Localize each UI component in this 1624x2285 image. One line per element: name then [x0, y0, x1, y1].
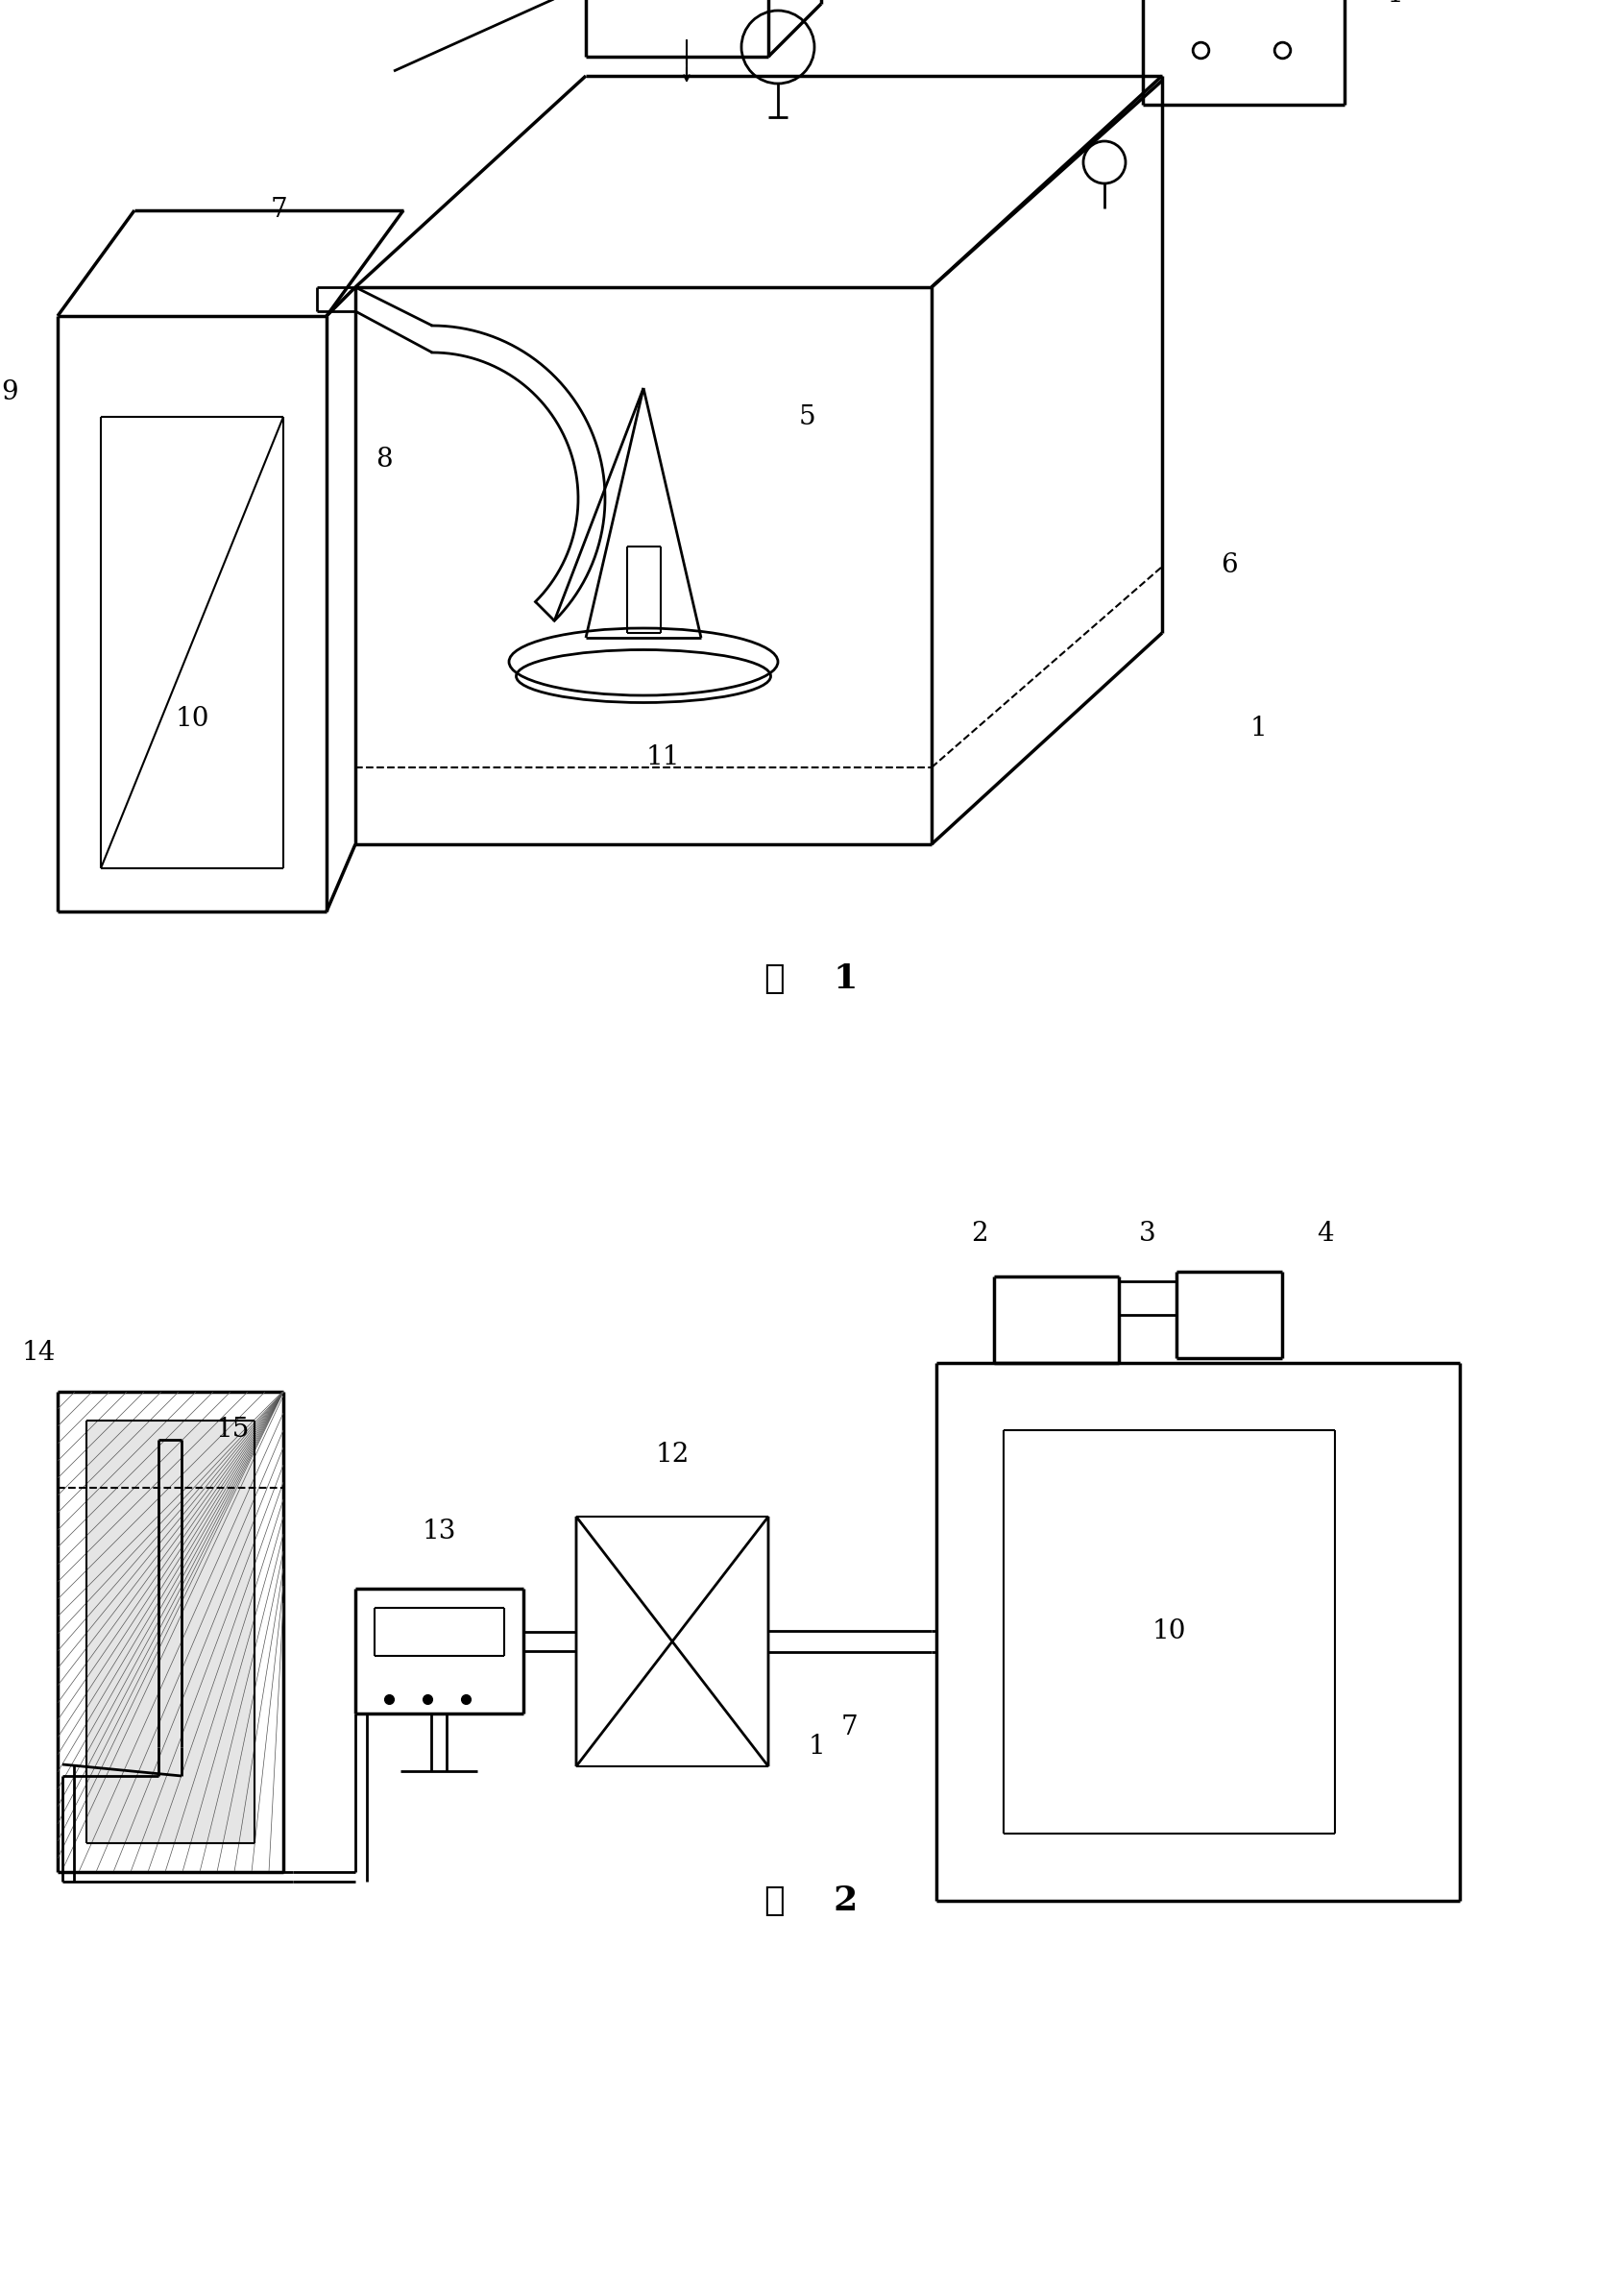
- Text: 13: 13: [422, 1517, 456, 1545]
- Bar: [86, 1421, 255, 1844]
- Text: 6: 6: [1221, 553, 1237, 578]
- Text: 图    2: 图 2: [765, 1885, 857, 1917]
- Text: 5: 5: [799, 404, 815, 430]
- Text: 11: 11: [646, 745, 680, 770]
- Text: 2: 2: [971, 1220, 987, 1245]
- Text: 1: 1: [807, 1734, 825, 1759]
- Text: 15: 15: [216, 1417, 250, 1444]
- Bar: [86, 1421, 255, 1844]
- Text: 10: 10: [175, 706, 209, 731]
- Text: 10: 10: [1151, 1618, 1186, 1645]
- Text: 4: 4: [1317, 1220, 1333, 1245]
- Text: 9: 9: [2, 379, 18, 407]
- Text: 1: 1: [1249, 715, 1267, 743]
- Text: 4: 4: [1384, 0, 1402, 7]
- Text: 3: 3: [1138, 1220, 1156, 1245]
- Bar: [57, 1392, 283, 1871]
- Text: 14: 14: [21, 1341, 55, 1366]
- Text: 7: 7: [841, 1716, 859, 1741]
- Text: 图    1: 图 1: [765, 962, 857, 994]
- Text: 12: 12: [654, 1442, 689, 1467]
- Text: 8: 8: [375, 448, 393, 473]
- Text: 7: 7: [270, 197, 287, 224]
